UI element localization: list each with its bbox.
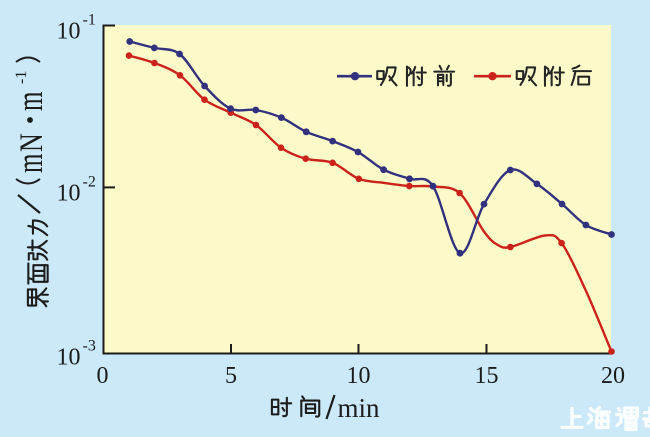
svg-text:10: 10 xyxy=(57,181,81,207)
svg-text:-1: -1 xyxy=(13,71,30,84)
svg-text:10: 10 xyxy=(347,363,371,389)
svg-text:10: 10 xyxy=(57,19,81,45)
svg-text:10: 10 xyxy=(57,345,81,371)
svg-text:m: m xyxy=(9,153,50,173)
svg-text:15: 15 xyxy=(475,363,499,389)
svg-text:0: 0 xyxy=(97,363,109,389)
svg-text:min: min xyxy=(338,393,381,423)
svg-text:-1: -1 xyxy=(83,12,96,29)
svg-text:5: 5 xyxy=(225,363,237,389)
svg-text:20: 20 xyxy=(601,363,625,389)
svg-text:N: N xyxy=(14,133,49,152)
svg-text:-3: -3 xyxy=(83,338,96,355)
svg-text:-2: -2 xyxy=(83,174,96,191)
svg-text:m: m xyxy=(9,91,50,111)
